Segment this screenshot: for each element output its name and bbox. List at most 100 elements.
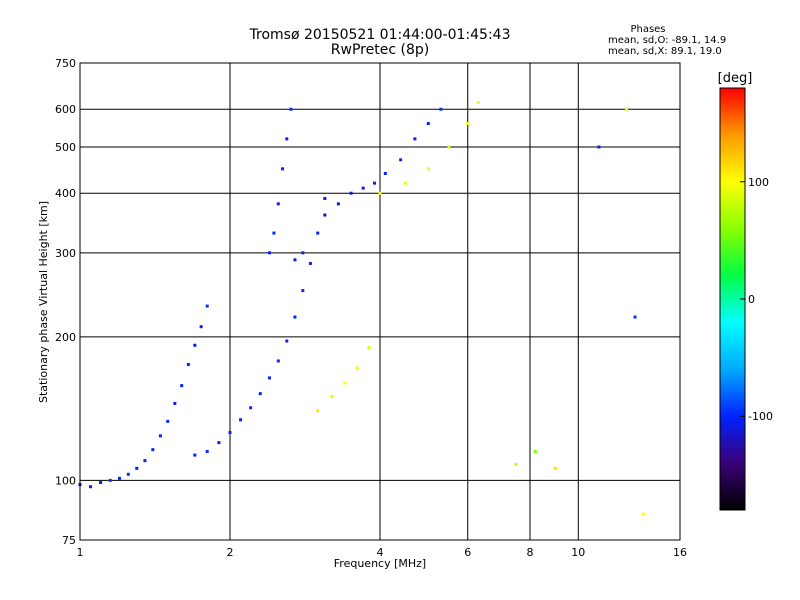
- phases-heading: Phases: [630, 24, 665, 35]
- data-points: [78, 100, 645, 516]
- data-point: [633, 315, 637, 319]
- data-point: [343, 381, 347, 385]
- data-point: [193, 453, 197, 457]
- plot-frame: [79, 62, 681, 541]
- x-axis-ticks: 1 2 4 6 8 10 16: [77, 546, 688, 559]
- data-point: [281, 167, 285, 171]
- data-point: [217, 441, 221, 445]
- colorbar-tick-label: 0: [748, 293, 755, 306]
- data-point: [399, 158, 403, 162]
- data-point: [258, 392, 262, 396]
- data-point: [135, 466, 139, 470]
- data-point: [413, 137, 417, 141]
- data-point: [293, 258, 297, 262]
- data-point: [151, 448, 155, 452]
- data-point: [143, 459, 147, 463]
- data-point: [641, 512, 645, 516]
- data-point: [173, 401, 177, 405]
- data-point: [533, 449, 537, 453]
- data-point: [439, 107, 443, 111]
- data-point: [373, 181, 377, 185]
- data-point: [285, 137, 289, 141]
- y-tick-label: 200: [55, 331, 76, 344]
- data-point: [301, 251, 305, 255]
- data-point: [330, 394, 334, 398]
- y-tick-label: 75: [62, 534, 76, 547]
- data-point: [316, 409, 320, 413]
- x-tick-label: 8: [527, 546, 534, 559]
- x-tick-label: 1: [77, 546, 84, 559]
- data-point: [117, 476, 121, 480]
- data-point: [293, 315, 297, 319]
- data-point: [476, 100, 480, 104]
- y-axis-ticks: 75 100 200 300 400 500 600 750: [55, 57, 76, 547]
- data-point: [514, 462, 518, 466]
- data-point: [289, 107, 293, 111]
- data-point: [349, 191, 353, 195]
- y-tick-label: 100: [55, 474, 76, 487]
- grid-lines: [80, 63, 680, 540]
- data-point: [447, 145, 451, 149]
- y-tick-label: 500: [55, 141, 76, 154]
- y-tick-label: 600: [55, 103, 76, 116]
- data-point: [205, 449, 209, 453]
- phases-mean-o: mean, sd,O: -89.1, 14.9: [608, 35, 726, 46]
- data-point: [426, 167, 430, 171]
- data-point: [355, 366, 359, 370]
- colorbar-tick-label: -100: [748, 410, 773, 423]
- data-point: [336, 202, 340, 206]
- data-point: [239, 418, 243, 422]
- data-point: [301, 289, 305, 293]
- data-point: [378, 191, 382, 195]
- data-point: [276, 359, 280, 363]
- data-point: [108, 478, 112, 482]
- data-point: [466, 122, 470, 126]
- data-point: [316, 231, 320, 235]
- chart-title: Tromsø 20150521 01:44:00-01:45:43: [249, 27, 511, 43]
- x-axis-label: Frequency [MHz]: [334, 557, 426, 570]
- data-point: [126, 472, 130, 476]
- data-point: [276, 202, 280, 206]
- data-point: [403, 181, 407, 185]
- data-point: [625, 107, 629, 111]
- data-point: [361, 186, 365, 190]
- data-point: [205, 304, 209, 308]
- data-point: [180, 384, 184, 388]
- data-point: [285, 339, 289, 343]
- data-point: [193, 343, 197, 347]
- phases-mean-x: mean, sd,X: 89.1, 19.0: [608, 46, 722, 57]
- data-point: [383, 171, 387, 175]
- data-point: [272, 231, 276, 235]
- data-point: [186, 362, 190, 366]
- data-point: [199, 325, 203, 329]
- data-point: [228, 431, 232, 435]
- chart-subtitle: RwPretec (8p): [331, 42, 429, 58]
- y-tick-label: 300: [55, 247, 76, 260]
- data-point: [553, 466, 557, 470]
- data-point: [249, 406, 253, 410]
- colorbar-ticks: 100 0 -100: [740, 176, 773, 423]
- data-point: [426, 122, 430, 126]
- x-tick-label: 16: [673, 546, 687, 559]
- colorbar-tick-label: 100: [748, 176, 769, 189]
- data-point: [267, 251, 271, 255]
- data-point: [323, 196, 327, 200]
- y-tick-label: 400: [55, 187, 76, 200]
- data-point: [597, 145, 601, 149]
- data-point: [323, 213, 327, 217]
- x-tick-label: 10: [571, 546, 585, 559]
- data-point: [267, 376, 271, 380]
- data-point: [166, 419, 170, 423]
- x-tick-label: 6: [464, 546, 471, 559]
- colorbar-label: [deg]: [718, 71, 753, 86]
- data-point: [158, 434, 162, 438]
- x-tick-label: 2: [227, 546, 234, 559]
- data-point: [89, 485, 93, 489]
- x-tick-label: 4: [377, 546, 384, 559]
- y-axis-label: Stationary phase Virtual Height [km]: [37, 201, 50, 403]
- data-point: [99, 480, 103, 484]
- y-tick-label: 750: [55, 57, 76, 70]
- data-point: [367, 345, 371, 349]
- data-point: [308, 261, 312, 265]
